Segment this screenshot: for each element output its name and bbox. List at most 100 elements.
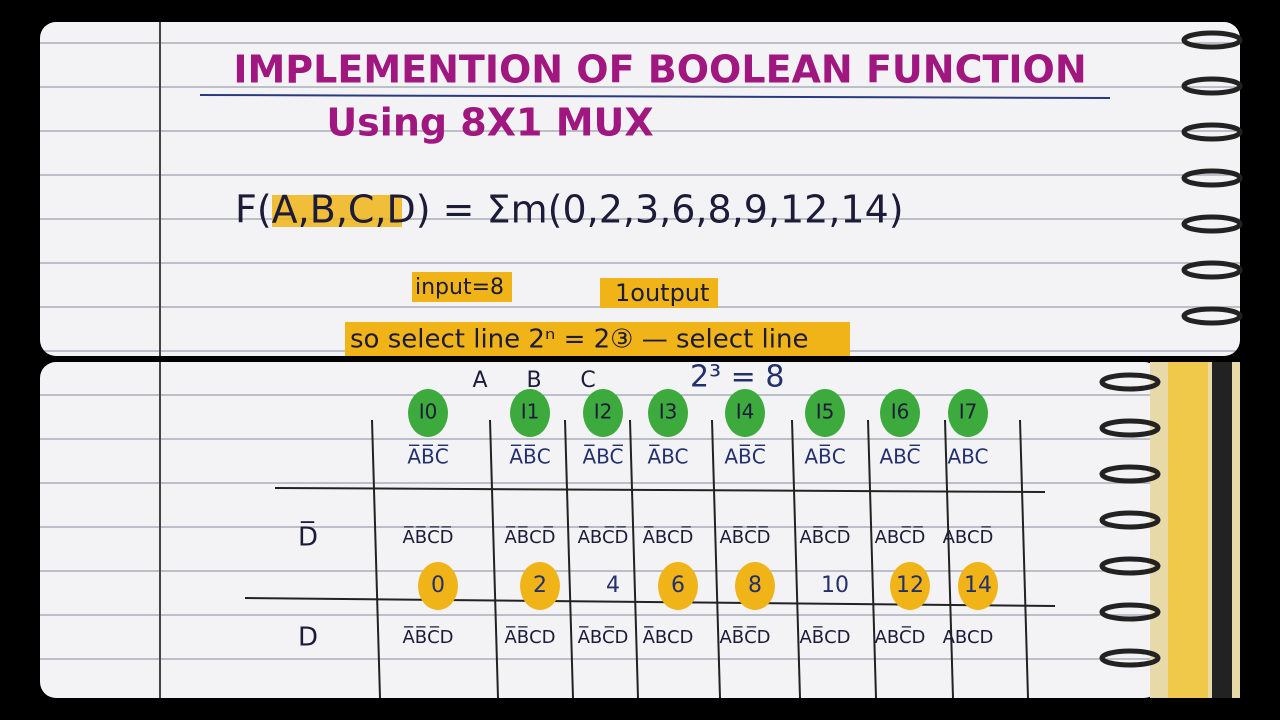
select-note: so select line 2ⁿ = 2③ — select line xyxy=(350,325,808,355)
row-label: D xyxy=(298,623,318,653)
input-highlight xyxy=(510,389,550,437)
column-line xyxy=(867,419,877,699)
marker xyxy=(1168,362,1208,698)
minterm-number: 0 xyxy=(431,573,445,598)
input-label: I0 xyxy=(419,400,438,424)
input-highlight xyxy=(805,389,845,437)
column-line xyxy=(629,419,639,699)
minterm: ABCD xyxy=(943,627,994,648)
select-combo: A̅BC̅ xyxy=(582,444,623,469)
select-combo: ABC̅ xyxy=(879,444,920,469)
minterm: ABCD̅ xyxy=(943,526,994,548)
column-line xyxy=(711,419,721,699)
ring xyxy=(1099,464,1161,484)
column-line xyxy=(564,419,574,699)
column-line xyxy=(944,419,954,699)
ring xyxy=(1181,260,1243,280)
ring xyxy=(1181,168,1243,188)
number-highlight xyxy=(735,562,775,610)
highlight xyxy=(600,278,718,308)
select-var: A xyxy=(472,368,487,393)
select-var: B xyxy=(526,368,541,393)
ring xyxy=(1181,122,1243,142)
ring xyxy=(1099,510,1161,530)
column-line xyxy=(371,419,381,699)
input-label: I1 xyxy=(521,400,540,424)
number-highlight xyxy=(520,562,560,610)
minterm-number: 4 xyxy=(606,573,620,598)
minterm: A̅B̅C̅D̅ xyxy=(402,526,453,548)
minterm: ABC̅D xyxy=(875,626,926,648)
row-label: D̅ xyxy=(298,521,318,553)
ring xyxy=(1181,30,1243,50)
minterm-number: 10 xyxy=(821,573,849,598)
minterm: A̅B̅CD xyxy=(504,626,555,648)
input-label: I2 xyxy=(594,400,613,424)
input-highlight xyxy=(583,389,623,437)
highlight xyxy=(345,322,850,356)
top-page xyxy=(40,22,1240,356)
minterm: AB̅CD̅ xyxy=(799,526,850,548)
title: IMPLEMENTION OF BOOLEAN FUNCTION xyxy=(233,48,1086,92)
power: 2³ = 8 xyxy=(690,360,784,395)
minterm: A̅B̅C̅D xyxy=(402,626,453,648)
minterm-number: 8 xyxy=(748,573,762,598)
input-label: I7 xyxy=(959,400,978,424)
input-label: I3 xyxy=(659,400,678,424)
ring xyxy=(1099,556,1161,576)
column-line xyxy=(489,419,499,699)
ring xyxy=(1099,372,1161,392)
input-highlight xyxy=(648,389,688,437)
number-highlight xyxy=(658,562,698,610)
ring xyxy=(1181,76,1243,96)
highlight xyxy=(272,195,402,227)
ring xyxy=(1099,648,1161,668)
row-line xyxy=(274,487,1046,493)
select-combo: AB̅C̅ xyxy=(724,444,766,469)
minterm-number: 12 xyxy=(896,573,924,598)
number-highlight xyxy=(958,562,998,610)
ring xyxy=(1181,214,1243,234)
column-line xyxy=(791,419,801,699)
minterm: AB̅C̅D̅ xyxy=(719,526,770,548)
function: F(A,B,C,D) = Σm(0,2,3,6,8,9,12,14) xyxy=(235,188,904,232)
number-highlight xyxy=(418,562,458,610)
minterm: A̅BC̅D xyxy=(578,626,629,648)
minterm: ABC̅D̅ xyxy=(875,526,926,548)
input-label: I5 xyxy=(816,400,835,424)
minterm: A̅BCD̅ xyxy=(643,526,694,548)
input-highlight xyxy=(725,389,765,437)
input-highlight xyxy=(948,389,988,437)
input-highlight xyxy=(880,389,920,437)
select-combo: A̅BC xyxy=(647,444,688,469)
select-combo: A̅B̅C xyxy=(509,444,550,469)
column-line xyxy=(1019,419,1029,699)
pen xyxy=(1212,362,1232,698)
minterm: A̅BCD xyxy=(643,626,694,648)
select-combo: AB̅C xyxy=(804,444,845,469)
bottom-page xyxy=(40,362,1160,698)
input-highlight xyxy=(408,389,448,437)
select-combo: A̅B̅C̅ xyxy=(407,444,449,469)
minterm-number: 14 xyxy=(964,573,992,598)
minterm-number: 2 xyxy=(533,573,547,598)
select-var: C xyxy=(580,368,595,393)
input-note: input=8 xyxy=(415,275,504,300)
ring xyxy=(1181,306,1243,326)
number-highlight xyxy=(890,562,930,610)
select-combo: ABC xyxy=(947,445,988,469)
underline xyxy=(199,94,1111,99)
ring xyxy=(1099,418,1161,438)
ring xyxy=(1099,602,1161,622)
table: A B CI0A̅B̅C̅I1A̅B̅CI2A̅BC̅I3A̅BCI4AB̅C̅I5… xyxy=(244,368,1056,699)
minterm: A̅BC̅D̅ xyxy=(578,526,629,548)
minterm: A̅B̅CD̅ xyxy=(504,526,555,548)
minterm: AB̅C̅D xyxy=(719,626,770,648)
spiral xyxy=(1099,30,1243,668)
minterm-number: 6 xyxy=(671,573,685,598)
input-label: I4 xyxy=(736,400,755,424)
output-note: 1output xyxy=(615,279,709,307)
subtitle: Using 8X1 MUX xyxy=(326,101,653,145)
input-label: I6 xyxy=(891,400,910,424)
